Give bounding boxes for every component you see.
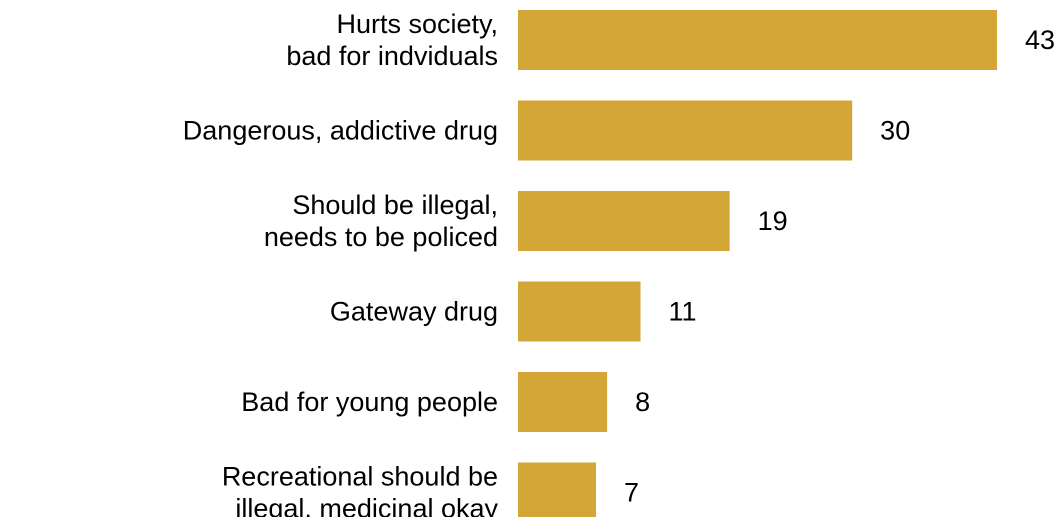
category-label-5: Recreational should be illegal, medicinal… (222, 462, 499, 517)
category-labels-group: Hurts society, bad for indviduals Dangerou… (183, 9, 499, 517)
bars-group (518, 10, 997, 517)
bar-3 (518, 281, 641, 342)
category-label-0: Hurts society, bad for indviduals (286, 9, 498, 71)
bar-1 (518, 100, 853, 161)
category-label-5-line-0: Recreational should be (222, 462, 498, 492)
category-label-4-line-0: Bad for young people (241, 387, 498, 417)
category-label-2-line-0: Should be illegal, (292, 190, 498, 220)
bar-0 (518, 10, 997, 70)
value-label-3: 11 (669, 297, 697, 327)
category-label-1: Dangerous, addictive drug (183, 116, 498, 146)
value-label-5: 7 (624, 478, 639, 508)
bar-2 (518, 191, 730, 251)
category-label-0-line-1: bad for indviduals (286, 41, 498, 71)
category-label-4: Bad for young people (241, 387, 498, 417)
category-label-2: Should be illegal, needs to be policed (264, 190, 498, 252)
value-labels-group: 43 30 19 11 8 7 (624, 25, 1055, 508)
category-label-1-line-0: Dangerous, addictive drug (183, 116, 498, 146)
value-label-0: 43 (1025, 25, 1055, 55)
value-label-2: 19 (758, 206, 788, 236)
value-label-4: 8 (635, 387, 650, 417)
category-label-0-line-0: Hurts society, (336, 9, 498, 39)
bar-5 (518, 462, 596, 517)
category-label-3-line-0: Gateway drug (330, 297, 498, 327)
category-label-5-line-1: illegal, medicinal okay (235, 494, 498, 517)
category-label-3: Gateway drug (330, 297, 498, 327)
value-label-1: 30 (880, 116, 910, 146)
bar-4 (518, 372, 608, 432)
category-label-2-line-1: needs to be policed (264, 222, 498, 252)
